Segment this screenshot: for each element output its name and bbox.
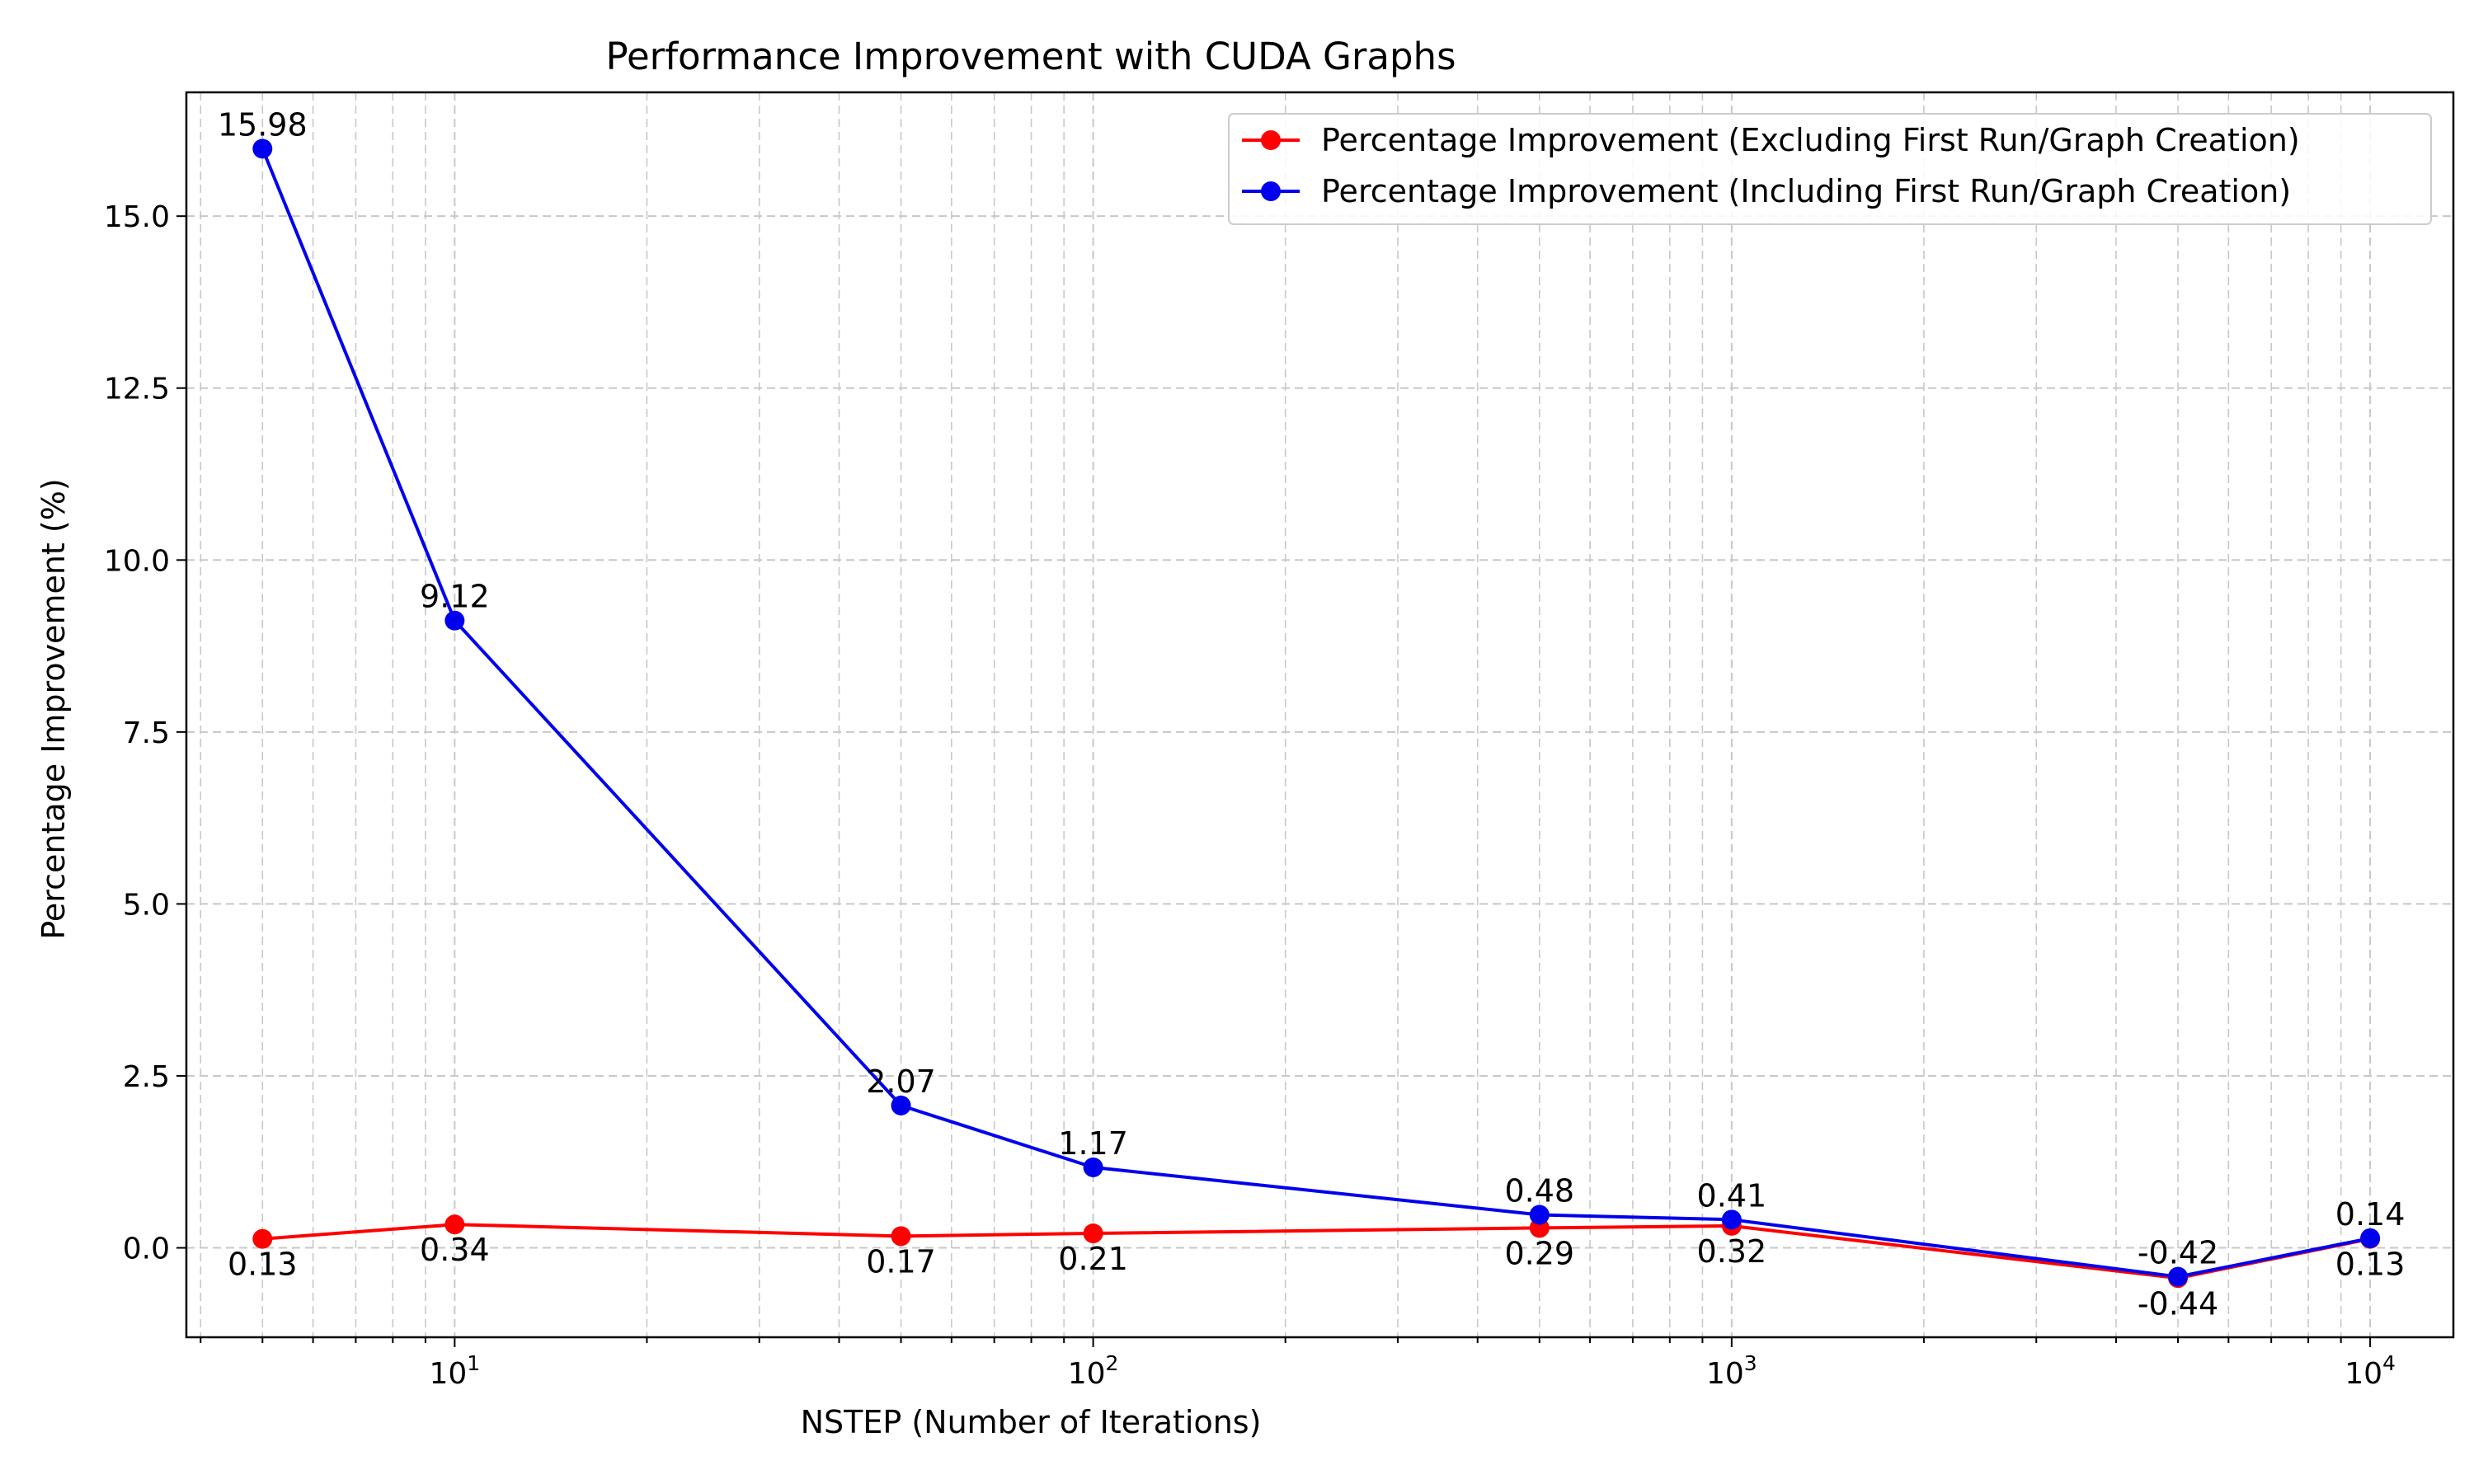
y-axis-title: Percentage Improvement (%)	[35, 478, 72, 939]
data-label: 15.98	[218, 106, 308, 143]
legend-box	[1228, 113, 2432, 225]
x-tick-label-base: 10	[1068, 1357, 1106, 1391]
x-tick-label-exponent: 1	[467, 1351, 480, 1375]
data-point	[1083, 1223, 1103, 1244]
data-label: 0.17	[866, 1243, 936, 1280]
data-label: 0.13	[2335, 1247, 2406, 1283]
x-tick-label: 102	[1068, 1351, 1119, 1391]
x-tick-label-base: 10	[1706, 1357, 1744, 1391]
data-point	[444, 1214, 465, 1235]
y-tick-label: 10.0	[104, 544, 170, 578]
x-tick-label: 103	[1706, 1351, 1757, 1391]
data-point	[1529, 1205, 1550, 1225]
x-tick-label: 104	[2345, 1351, 2396, 1391]
data-label: 1.17	[1058, 1125, 1128, 1162]
legend-label: Percentage Improvement (Including First …	[1321, 173, 2291, 209]
y-tick-label: 2.5	[123, 1060, 170, 1094]
data-label: 0.21	[1058, 1241, 1128, 1277]
legend-label: Percentage Improvement (Excluding First …	[1321, 122, 2300, 158]
series-line-2	[261, 148, 2371, 1279]
data-label: 0.29	[1504, 1235, 1574, 1271]
legend-swatch-marker	[1261, 130, 1281, 150]
data-labels: 0.13 0.34 0.17 0.21 0.29 0.32 -0.44 0.13 15.98 9.…	[218, 106, 2406, 1322]
series-layer	[252, 139, 2381, 1289]
x-tick-label-exponent: 2	[1106, 1351, 1119, 1375]
x-tick-label-base: 10	[429, 1357, 467, 1391]
data-label: 2.07	[866, 1064, 936, 1100]
data-point	[252, 139, 273, 159]
data-label: 0.34	[420, 1232, 490, 1268]
data-label: 9.12	[420, 579, 490, 615]
x-tick-label-base: 10	[2345, 1357, 2382, 1391]
x-tick-label-exponent: 3	[1744, 1351, 1757, 1375]
data-label: 0.48	[1504, 1173, 1574, 1209]
data-point	[891, 1095, 911, 1115]
x-tick-label-exponent: 4	[2382, 1351, 2396, 1375]
data-label: 0.41	[1697, 1177, 1767, 1214]
data-label: 0.13	[228, 1247, 298, 1283]
data-label: -0.42	[2138, 1235, 2218, 1271]
data-point	[2360, 1228, 2381, 1248]
data-point	[252, 1228, 273, 1249]
y-tick-label: 0.0	[123, 1233, 170, 1266]
legend: Percentage Improvement (Excluding First …	[1228, 113, 2432, 225]
data-point	[1721, 1209, 1742, 1230]
chart-title: Performance Improvement with CUDA Graphs	[605, 35, 1456, 78]
series-line-1	[262, 1223, 2371, 1280]
legend-swatch-marker	[1261, 181, 1281, 201]
x-tick-label: 101	[429, 1351, 480, 1391]
data-point	[1083, 1157, 1103, 1177]
y-tick-label: 7.5	[123, 716, 170, 750]
plot-frame	[185, 91, 2455, 1339]
data-label: 0.14	[2335, 1196, 2406, 1233]
data-label: -0.44	[2138, 1285, 2218, 1322]
y-tick-label: 5.0	[123, 888, 170, 922]
y-tick-label: 15.0	[104, 200, 170, 234]
x-axis-title: NSTEP (Number of Iterations)	[801, 1404, 1262, 1440]
data-point	[2168, 1266, 2189, 1287]
y-tick-label: 12.5	[104, 373, 170, 406]
data-point	[891, 1226, 911, 1247]
data-point	[444, 610, 465, 631]
data-label: 0.32	[1697, 1233, 1767, 1270]
